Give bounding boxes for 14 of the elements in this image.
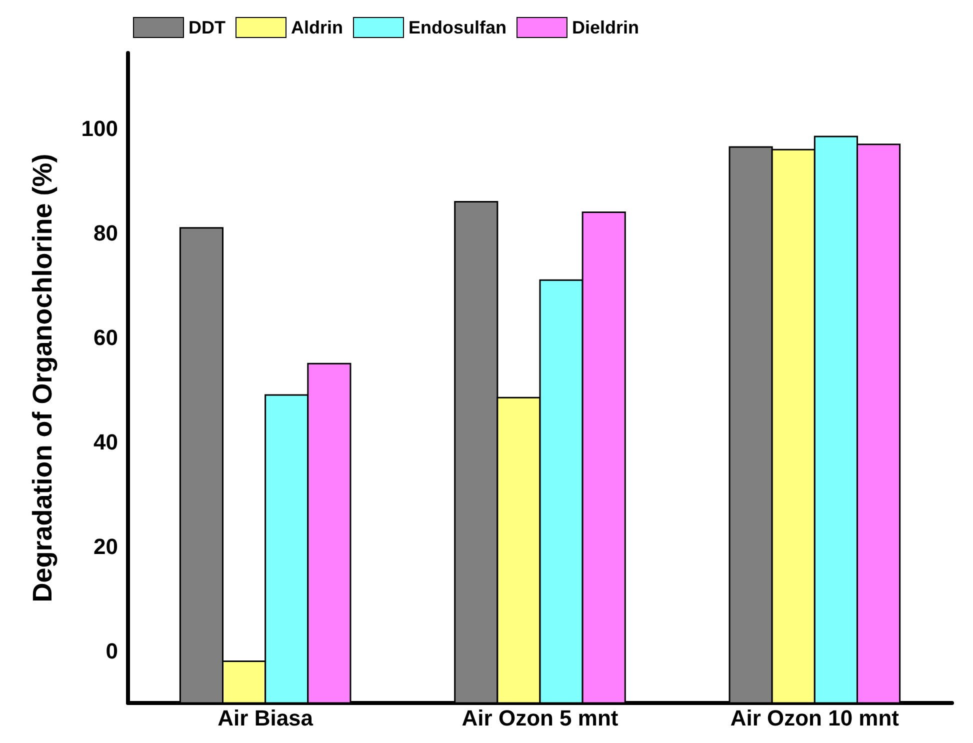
y-tick-label: 0 xyxy=(106,638,118,664)
y-tick-label: 100 xyxy=(81,116,118,142)
y-tick-label: 60 xyxy=(94,325,118,350)
legend-label: DDT xyxy=(188,18,226,38)
y-tick-label: 80 xyxy=(94,220,118,246)
legend-label: Dieldrin xyxy=(572,18,640,38)
y-axis-title: Degradation of Organochlorine (%) xyxy=(28,154,58,602)
x-tick-label: Air Biasa xyxy=(218,706,314,730)
x-tick-label: Air Ozon 10 mnt xyxy=(730,706,900,730)
legend-label: Endosulfan xyxy=(408,18,506,38)
x-tick-label: Air Ozon 5 mnt xyxy=(462,706,619,730)
y-tick-label: 40 xyxy=(94,429,118,454)
legend-label: Aldrin xyxy=(290,18,343,38)
y-tick-label: 20 xyxy=(94,534,118,559)
